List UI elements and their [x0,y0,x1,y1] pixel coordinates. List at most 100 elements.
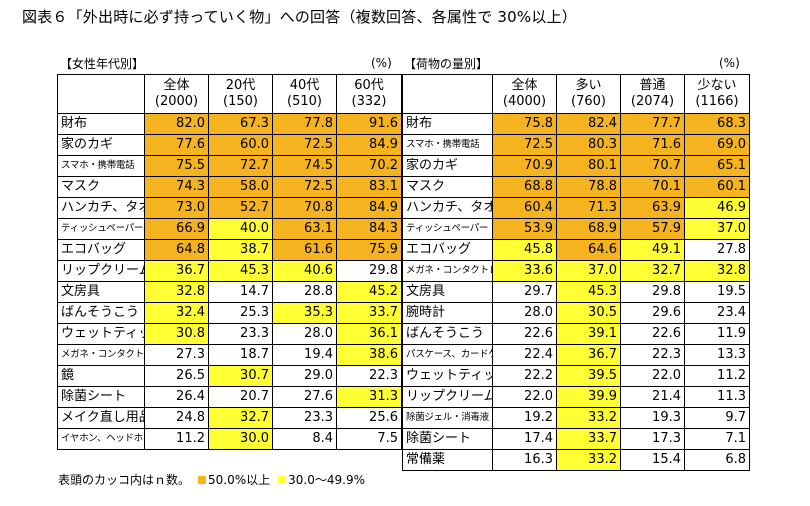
right-row: ウェットティッシュ22.239.522.011.2 [402,365,750,387]
value-cell: 22.3 [336,365,402,387]
left-section-title: 【女性年代別】 [60,57,145,71]
value-cell: 72.5 [272,176,337,198]
row-label: 財布 [57,113,145,135]
value-cell: 80.3 [556,134,621,156]
row-label: 常備薬 [402,449,493,471]
value-cell: 23.3 [208,323,273,345]
value-cell: 30.8 [144,323,209,345]
value-cell: 75.8 [492,113,557,135]
value-cell: 19.5 [684,281,750,303]
value-cell: 30.5 [556,302,621,324]
right-row: 文房具 29.7 45.3 29.8 19.5 [402,281,750,303]
value-cell: 6.8 [684,449,750,471]
value-cell: 27.3 [144,344,209,366]
left-row: メイク直し用品 24.8 32.7 23.3 25.6 [57,407,402,429]
value-cell: 74.3 [144,176,209,198]
value-cell: 58.0 [208,176,273,198]
row-label: パスケース、カードケース [402,344,493,366]
value-cell: 17.4 [492,428,557,450]
column-name: 40代 [289,78,320,93]
value-cell: 71.3 [556,197,621,219]
value-cell: 65.1 [684,155,750,177]
right-row: エコバッグ 45.8 64.6 49.1 27.8 [402,239,750,261]
value-cell: 11.3 [684,386,750,408]
row-label: メイク直し用品 [57,407,145,429]
value-cell: 22.2 [492,365,557,387]
value-cell: 64.8 [144,239,209,261]
value-cell: 16.3 [492,449,557,471]
row-label: マスク [57,176,145,198]
value-cell: 67.3 [208,113,273,135]
value-cell: 20.7 [208,386,273,408]
left-row: 文房具 32.8 14.7 28.8 45.2 [57,281,402,303]
legend: 表頭のカッコ内はｎ数。 50.0%以上 30.0～49.9% [58,471,365,488]
figure-title: 図表６「外出時に必ず持っていく物」への回答（複数回答、各属性で 30%以上） [22,8,577,26]
column-n: (332) [351,94,387,109]
value-cell: 23.4 [684,302,750,324]
value-cell: 11.9 [684,323,750,345]
value-cell: 24.8 [144,407,209,429]
row-label: リップクリーム [402,386,493,408]
column-name: 20代 [225,78,256,93]
right-column-header: 全体 (4000) [492,74,557,114]
row-label: ハンカチ、タオル [402,197,493,219]
value-cell: 7.1 [684,428,750,450]
left-column-header: 20代 (150) [208,74,273,114]
value-cell: 37.0 [556,260,621,282]
value-cell: 68.9 [556,218,621,240]
value-cell: 11.2 [684,365,750,387]
value-cell: 57.9 [620,218,685,240]
value-cell: 26.4 [144,386,209,408]
value-cell: 25.3 [208,302,273,324]
column-n: (4000) [502,94,547,109]
row-label: 文房具 [57,281,145,303]
column-n: (760) [571,94,606,109]
value-cell: 30.0 [208,428,273,450]
value-cell: 28.8 [272,281,337,303]
row-label: 文房具 [402,281,493,303]
value-cell: 18.7 [208,344,273,366]
column-n: (510) [287,94,322,109]
value-cell: 53.9 [492,218,557,240]
left-row: ウェットティッシュ30.823.328.036.1 [57,323,402,345]
value-cell: 70.7 [620,155,685,177]
value-cell: 75.9 [336,239,402,261]
column-name: 60代 [354,78,384,93]
right-row: メガネ・コンタクトレンズ33.637.032.732.8 [402,260,750,282]
left-header-row: 全体 (2000) 20代 (150) 40代 (510) 60代 (332) [57,74,402,114]
value-cell: 29.8 [620,281,685,303]
value-cell: 9.7 [684,407,750,429]
right-row: パスケース、カードケース22.436.722.313.3 [402,344,750,366]
row-label: ティッシュペーパー [57,218,145,240]
row-label: ウェットティッシュ [57,323,145,345]
value-cell: 45.3 [556,281,621,303]
value-cell: 84.3 [336,218,402,240]
value-cell: 45.3 [208,260,273,282]
row-label: ハンカチ、タオル [57,197,145,219]
value-cell: 22.4 [492,344,557,366]
value-cell: 64.6 [556,239,621,261]
right-row: ハンカチ、タオル60.471.363.946.9 [402,197,750,219]
value-cell: 19.3 [620,407,685,429]
row-label: 家のカギ [402,155,493,177]
left-column-header: 40代 (510) [272,74,337,114]
value-cell: 29.6 [620,302,685,324]
row-label: 鏡 [57,365,145,387]
value-cell: 36.1 [336,323,402,345]
value-cell: 8.4 [272,428,337,450]
value-cell: 14.7 [208,281,273,303]
right-row: 除菌ジェル・消毒液 19.2 33.2 19.3 9.7 [402,407,750,429]
column-n: (2074) [630,94,675,109]
left-row: ハンカチ、タオル73.052.770.884.9 [57,197,402,219]
right-unit-label: (%) [719,56,740,70]
value-cell: 29.8 [336,260,402,282]
value-cell: 32.7 [208,407,273,429]
value-cell: 38.6 [336,344,402,366]
right-column-header: 少ない (1166) [684,74,750,114]
column-n: (1166) [695,94,739,109]
row-label: イヤホン、ヘッドホン [57,428,145,450]
value-cell: 60.1 [684,176,750,198]
row-label: 除菌シート [402,428,493,450]
value-cell: 32.8 [144,281,209,303]
value-cell: 19.2 [492,407,557,429]
